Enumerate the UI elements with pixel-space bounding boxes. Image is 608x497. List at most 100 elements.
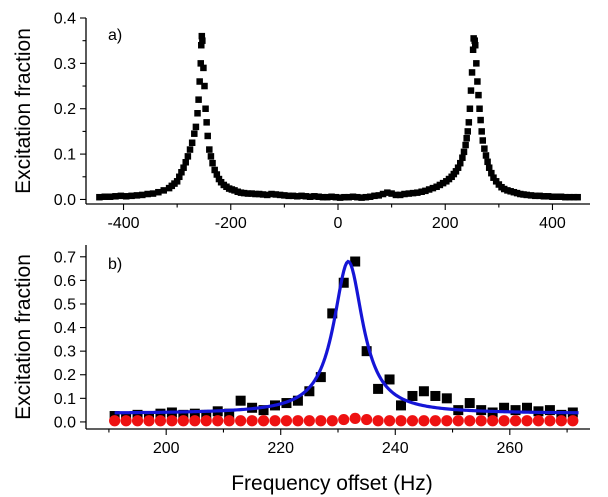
data-point bbox=[469, 46, 477, 54]
data-point bbox=[392, 191, 400, 199]
data-point bbox=[476, 105, 483, 112]
data-point bbox=[429, 184, 437, 192]
data-point bbox=[285, 192, 292, 200]
data-point bbox=[361, 346, 372, 357]
reference-point bbox=[131, 415, 144, 427]
data-point bbox=[338, 277, 349, 288]
data-point bbox=[472, 41, 479, 49]
data-point bbox=[473, 60, 480, 67]
data-point bbox=[201, 409, 212, 420]
x-tick-label: 200 bbox=[153, 440, 180, 457]
reference-point bbox=[143, 415, 155, 427]
data-point bbox=[544, 405, 555, 416]
reference-point bbox=[487, 415, 499, 427]
data-point bbox=[430, 390, 441, 401]
data-point bbox=[211, 166, 218, 174]
data-point bbox=[203, 119, 210, 126]
y-tick-label: 0.1 bbox=[54, 391, 76, 408]
data-point bbox=[462, 141, 469, 149]
y-tick-label: 0.2 bbox=[54, 101, 76, 118]
data-point bbox=[206, 146, 213, 153]
data-point bbox=[178, 168, 185, 176]
reference-point bbox=[498, 415, 510, 427]
data-point bbox=[464, 128, 472, 135]
reference-point bbox=[338, 413, 350, 426]
y-tick-label: 0.2 bbox=[54, 367, 76, 384]
reference-point bbox=[383, 415, 396, 427]
x-tick-label: 400 bbox=[539, 215, 566, 232]
x-tick-label: 200 bbox=[432, 215, 459, 232]
data-point bbox=[358, 194, 365, 201]
data-point bbox=[371, 192, 378, 200]
data-point bbox=[354, 193, 361, 201]
data-point bbox=[478, 128, 485, 135]
data-point bbox=[213, 171, 221, 178]
reference-point bbox=[532, 415, 545, 427]
data-point bbox=[418, 188, 425, 196]
reference-point bbox=[567, 415, 579, 427]
data-point bbox=[149, 190, 157, 197]
data-point bbox=[192, 123, 200, 131]
reference-point bbox=[555, 415, 567, 427]
data-point bbox=[566, 193, 573, 201]
data-point bbox=[475, 91, 482, 99]
reference-point bbox=[235, 415, 247, 427]
reference-point bbox=[280, 415, 293, 427]
y-tick-label: 0.6 bbox=[54, 273, 76, 290]
reference-point bbox=[189, 415, 201, 427]
data-point bbox=[173, 178, 181, 185]
data-point bbox=[405, 190, 413, 197]
data-point bbox=[384, 374, 395, 385]
data-point bbox=[345, 193, 352, 201]
data-point bbox=[362, 193, 370, 201]
reference-point bbox=[521, 415, 533, 427]
x-tick-label: 240 bbox=[382, 440, 409, 457]
data-point bbox=[289, 192, 297, 200]
data-point bbox=[570, 193, 578, 201]
data-point bbox=[194, 110, 201, 117]
data-point bbox=[292, 395, 303, 406]
data-point bbox=[259, 191, 267, 198]
data-point bbox=[441, 393, 452, 404]
data-point bbox=[523, 191, 530, 199]
x-tick-label: 260 bbox=[496, 440, 523, 457]
reference-point bbox=[109, 415, 121, 427]
reference-point bbox=[406, 415, 419, 427]
reference-point bbox=[177, 415, 189, 427]
data-point bbox=[101, 193, 109, 200]
data-point bbox=[422, 187, 429, 195]
data-point bbox=[196, 78, 203, 85]
data-point bbox=[401, 190, 408, 198]
data-point bbox=[122, 193, 130, 200]
y-tick-label: 0.7 bbox=[54, 249, 76, 266]
data-point bbox=[311, 193, 318, 200]
reference-point bbox=[315, 415, 327, 427]
data-point bbox=[198, 41, 205, 49]
data-point bbox=[263, 191, 271, 199]
reference-point bbox=[509, 415, 522, 427]
data-point bbox=[488, 169, 495, 177]
reference-point bbox=[120, 415, 132, 427]
data-point bbox=[349, 193, 357, 200]
y-axis-title: Excitation fraction bbox=[12, 254, 35, 420]
data-point bbox=[468, 69, 476, 76]
data-point bbox=[485, 164, 493, 171]
data-point bbox=[128, 192, 135, 200]
data-point bbox=[407, 390, 418, 401]
data-point bbox=[160, 187, 167, 194]
data-point bbox=[336, 194, 344, 201]
data-point bbox=[315, 372, 326, 383]
reference-point bbox=[452, 415, 464, 427]
data-point bbox=[409, 189, 417, 197]
y-tick-label: 0.4 bbox=[54, 320, 76, 337]
data-point bbox=[96, 193, 103, 201]
reference-point bbox=[544, 415, 556, 427]
y-tick-label: 0.0 bbox=[54, 192, 76, 209]
data-point bbox=[556, 409, 567, 420]
data-point bbox=[304, 386, 315, 397]
data-point bbox=[481, 145, 488, 152]
data-point bbox=[255, 190, 263, 198]
data-point bbox=[202, 105, 209, 112]
data-point bbox=[298, 192, 305, 200]
data-point bbox=[341, 193, 348, 201]
